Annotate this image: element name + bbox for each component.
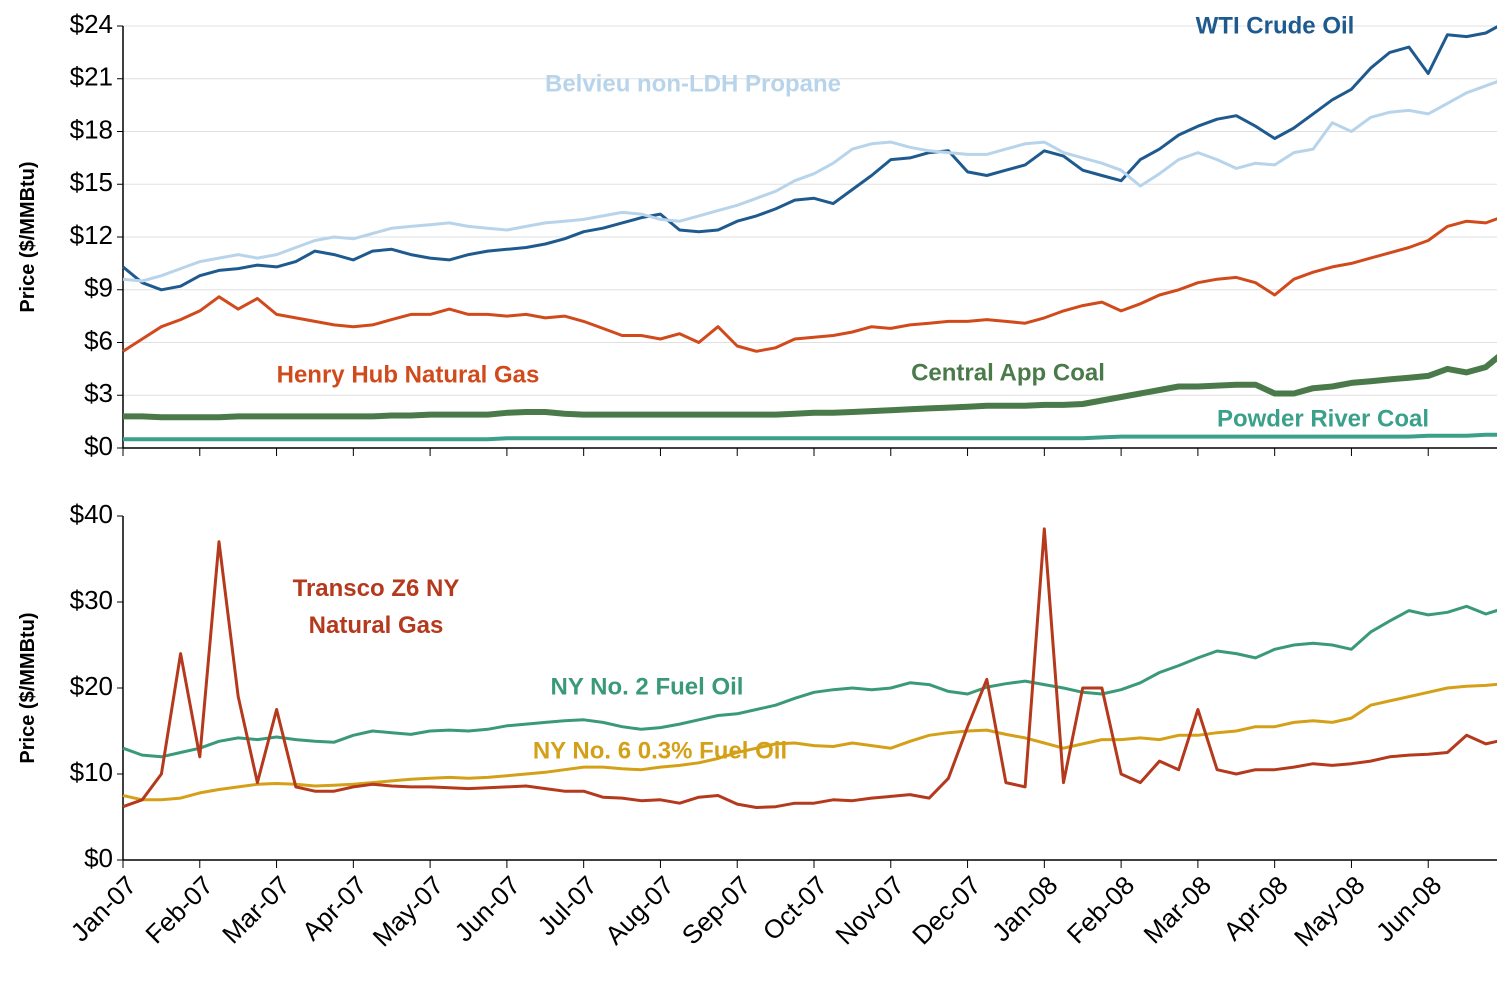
x-tick-label: Jun-08 — [1370, 870, 1447, 947]
series-label-line: Natural Gas — [309, 612, 444, 639]
series-label: Central App Coal — [911, 359, 1105, 386]
y-tick-label: $15 — [70, 167, 113, 197]
y-tick-label: $40 — [70, 499, 113, 529]
x-tick-label: Oct-07 — [757, 870, 833, 946]
series-label: WTI Crude Oil — [1196, 12, 1355, 39]
series-line — [123, 432, 1497, 442]
x-tick-label: Dec-07 — [906, 870, 986, 950]
x-tick-label: May-08 — [1288, 870, 1371, 953]
series-label: Transco Z6 NY Natural Gas — [293, 575, 460, 639]
x-tick-label: Jun-07 — [449, 870, 526, 947]
series-label-line: Transco Z6 NY — [293, 575, 460, 602]
x-tick-label: Jan-07 — [65, 870, 142, 947]
x-tick-label: Feb-08 — [1061, 870, 1140, 949]
series-label: Powder River Coal — [1217, 405, 1429, 432]
y-tick-label: $30 — [70, 585, 113, 615]
x-tick-label: Mar-08 — [1138, 870, 1217, 949]
series-label: NY No. 6 0.3% Fuel Oil — [533, 737, 787, 764]
series-line — [122, 682, 1497, 802]
series-line — [122, 604, 1497, 759]
x-tick-label: Jan-08 — [986, 870, 1063, 947]
y-tick-label: $0 — [84, 843, 113, 873]
x-tick-label: Mar-07 — [216, 870, 295, 949]
y-tick-label: $12 — [70, 220, 113, 250]
series-line — [123, 353, 1497, 421]
series-line — [122, 80, 1497, 283]
x-tick-label: Aug-07 — [599, 870, 679, 950]
y-tick-label: $0 — [84, 431, 113, 461]
x-tick-label: Jul-07 — [531, 870, 602, 941]
y-tick-label: $18 — [70, 114, 113, 144]
series-label: Belvieu non-LDH Propane — [545, 70, 841, 97]
y-tick-label: $24 — [70, 9, 113, 39]
y-tick-label: $6 — [84, 325, 113, 355]
x-tick-label: Apr-08 — [1217, 870, 1293, 946]
x-tick-label: May-07 — [367, 870, 450, 953]
series-line — [122, 217, 1497, 353]
y-tick-label: $3 — [84, 378, 113, 408]
series-label: Henry Hub Natural Gas — [277, 361, 540, 388]
series-label: NY No. 2 Fuel Oil — [551, 673, 744, 700]
y-tick-label: $20 — [70, 671, 113, 701]
x-tick-label: Nov-07 — [829, 870, 909, 950]
y-axis-label: Price ($/MMBtu) — [17, 612, 39, 763]
x-tick-label: Feb-07 — [139, 870, 218, 949]
series-line — [122, 527, 1497, 809]
series-line — [122, 25, 1497, 292]
x-tick-label: Apr-07 — [296, 870, 372, 946]
x-tick-label: Sep-07 — [676, 870, 756, 950]
y-tick-label: $21 — [70, 62, 113, 92]
y-tick-label: $10 — [70, 757, 113, 787]
y-tick-label: $9 — [84, 273, 113, 303]
y-axis-label: Price ($/MMBtu) — [17, 161, 39, 312]
